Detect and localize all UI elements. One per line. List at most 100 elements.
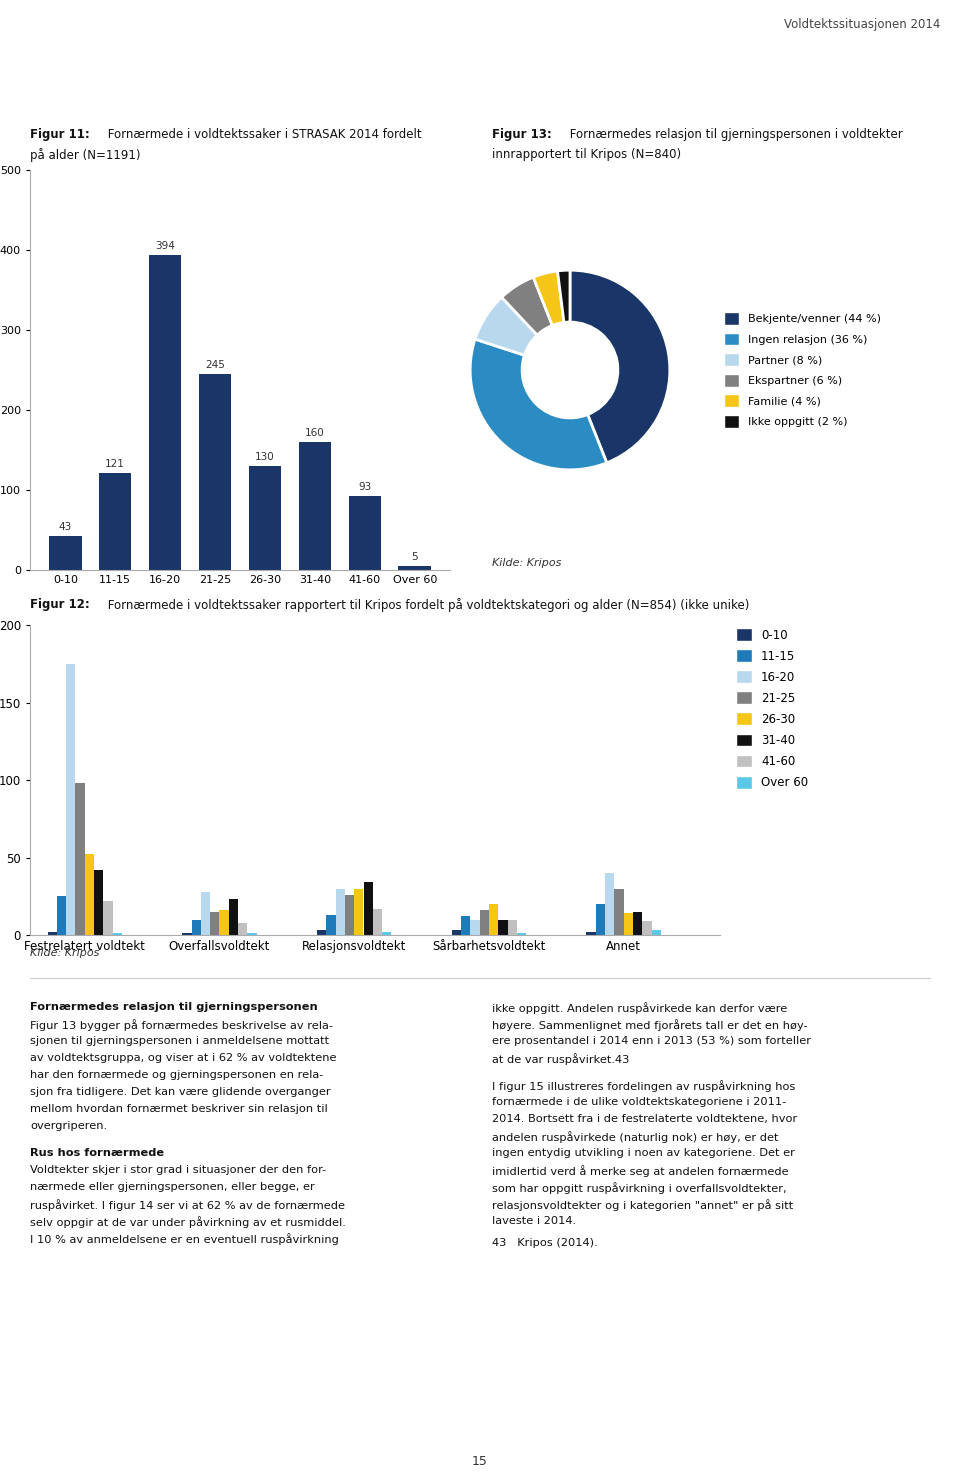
Wedge shape: [475, 298, 538, 355]
Bar: [398, 566, 431, 570]
Text: ikke oppgitt. Andelen ruspåvirkede kan derfor være: ikke oppgitt. Andelen ruspåvirkede kan d…: [492, 1002, 787, 1013]
Text: relasjonsvoldtekter og i kategorien "annet" er på sitt: relasjonsvoldtekter og i kategorien "ann…: [492, 1199, 793, 1211]
Bar: [66, 664, 76, 935]
Bar: [76, 784, 84, 935]
Text: I figur 15 illustreres fordelingen av ruspåvirkning hos: I figur 15 illustreres fordelingen av ru…: [492, 1080, 796, 1091]
Wedge shape: [470, 339, 607, 470]
Text: på alder (N=1191): på alder (N=1191): [30, 147, 140, 162]
Text: Kilde: Kripos: Kilde: Kripos: [30, 949, 100, 957]
Bar: [642, 921, 652, 935]
Text: Voldtekter skjer i stor grad i situasjoner der den for-: Voldtekter skjer i stor grad i situasjon…: [30, 1165, 326, 1175]
Bar: [354, 888, 364, 935]
Text: Figur 13:: Figur 13:: [492, 128, 552, 141]
Bar: [317, 931, 326, 935]
Bar: [652, 931, 660, 935]
Text: Fornærmedes relasjon til gjerningspersonen: Fornærmedes relasjon til gjerningsperson…: [30, 1002, 318, 1012]
Text: Fornærmedes relasjon til gjerningspersonen i voldtekter: Fornærmedes relasjon til gjerningsperson…: [565, 128, 902, 141]
Bar: [104, 901, 112, 935]
Legend: 0-10, 11-15, 16-20, 21-25, 26-30, 31-40, 41-60, Over 60: 0-10, 11-15, 16-20, 21-25, 26-30, 31-40,…: [732, 625, 812, 792]
Bar: [624, 913, 633, 935]
Bar: [364, 882, 372, 935]
Text: ingen entydig utvikling i noen av kategoriene. Det er: ingen entydig utvikling i noen av katego…: [492, 1147, 795, 1158]
Bar: [596, 904, 605, 935]
Bar: [451, 931, 461, 935]
Bar: [336, 888, 345, 935]
Text: overgriperen.: overgriperen.: [30, 1121, 108, 1131]
Bar: [348, 495, 381, 570]
Bar: [201, 891, 210, 935]
Text: fornærmede i de ulike voldtektskategoriene i 2011-: fornærmede i de ulike voldtektskategorie…: [492, 1097, 786, 1108]
Bar: [498, 919, 508, 935]
Bar: [605, 873, 614, 935]
Bar: [99, 473, 132, 570]
Text: laveste i 2014.: laveste i 2014.: [492, 1217, 576, 1226]
Text: 394: 394: [156, 240, 175, 250]
Bar: [299, 442, 331, 570]
Bar: [149, 255, 181, 570]
Bar: [48, 932, 57, 935]
Bar: [248, 934, 256, 935]
Bar: [372, 909, 382, 935]
Text: nærmede eller gjerningspersonen, eller begge, er: nærmede eller gjerningspersonen, eller b…: [30, 1181, 315, 1192]
Text: selv oppgir at de var under påvirkning av et rusmiddel.: selv oppgir at de var under påvirkning a…: [30, 1217, 346, 1228]
Text: høyere. Sammenlignet med fjorårets tall er det en høy-: høyere. Sammenlignet med fjorårets tall …: [492, 1019, 807, 1031]
Text: 121: 121: [106, 460, 125, 470]
Text: 43   Kripos (2014).: 43 Kripos (2014).: [492, 1237, 598, 1248]
Text: 245: 245: [205, 359, 225, 370]
Bar: [228, 900, 238, 935]
Text: 2014. Bortsett fra i de festrelaterte voldtektene, hvor: 2014. Bortsett fra i de festrelaterte vo…: [492, 1114, 797, 1124]
Text: 130: 130: [255, 452, 275, 463]
Text: av voldtektsgruppa, og viser at i 62 % av voldtektene: av voldtektsgruppa, og viser at i 62 % a…: [30, 1053, 337, 1064]
Bar: [345, 894, 354, 935]
Bar: [516, 934, 526, 935]
Text: sjonen til gjerningspersonen i anmeldelsene mottatt: sjonen til gjerningspersonen i anmeldels…: [30, 1036, 329, 1046]
Text: som har oppgitt ruspåvirkning i overfallsvoldtekter,: som har oppgitt ruspåvirkning i overfall…: [492, 1181, 786, 1195]
Text: I 10 % av anmeldelsene er en eventuell ruspåvirkning: I 10 % av anmeldelsene er en eventuell r…: [30, 1233, 339, 1245]
Bar: [84, 854, 94, 935]
Legend: Bekjente/venner (44 %), Ingen relasjon (36 %), Partner (8 %), Ekspartner (6 %), : Bekjente/venner (44 %), Ingen relasjon (…: [720, 309, 884, 432]
Bar: [238, 922, 248, 935]
Text: 93: 93: [358, 482, 372, 492]
Bar: [489, 904, 498, 935]
Text: Figur 11:: Figur 11:: [30, 128, 89, 141]
Text: Figur 13 bygger på fornærmedes beskrivelse av rela-: Figur 13 bygger på fornærmedes beskrivel…: [30, 1019, 333, 1031]
Bar: [614, 888, 624, 935]
Bar: [112, 934, 122, 935]
Text: andelen ruspåvirkede (naturlig nok) er høy, er det: andelen ruspåvirkede (naturlig nok) er h…: [492, 1131, 779, 1143]
Text: imidlertid verd å merke seg at andelen fornærmede: imidlertid verd å merke seg at andelen f…: [492, 1165, 788, 1177]
Text: Figur 12:: Figur 12:: [30, 598, 89, 611]
Bar: [508, 919, 516, 935]
Wedge shape: [570, 270, 670, 463]
Text: 15: 15: [472, 1455, 488, 1469]
Bar: [182, 934, 192, 935]
Bar: [49, 536, 82, 570]
Text: Fornærmede i voldtektssaker rapportert til Kripos fordelt på voldtektskategori o: Fornærmede i voldtektssaker rapportert t…: [104, 598, 750, 611]
Bar: [192, 919, 201, 935]
Wedge shape: [502, 277, 552, 334]
Text: 5: 5: [412, 552, 418, 563]
Bar: [470, 919, 480, 935]
Text: 160: 160: [305, 429, 324, 437]
Text: innrapportert til Kripos (N=840): innrapportert til Kripos (N=840): [492, 147, 682, 161]
Bar: [199, 374, 231, 570]
Bar: [480, 910, 489, 935]
Bar: [57, 896, 66, 935]
Bar: [94, 871, 104, 935]
Bar: [633, 912, 642, 935]
Text: har den fornærmede og gjerningspersonen en rela-: har den fornærmede og gjerningspersonen …: [30, 1069, 324, 1080]
Text: 43: 43: [59, 521, 72, 532]
Bar: [461, 916, 470, 935]
Text: at de var ruspåvirket.43: at de var ruspåvirket.43: [492, 1053, 630, 1065]
Text: Voldtektssituasjonen 2014: Voldtektssituasjonen 2014: [783, 18, 940, 31]
Text: mellom hvordan fornærmet beskriver sin relasjon til: mellom hvordan fornærmet beskriver sin r…: [30, 1103, 327, 1114]
Text: sjon fra tidligere. Det kan være glidende overganger: sjon fra tidligere. Det kan være glidend…: [30, 1087, 330, 1097]
Text: Fornærmede i voldtektssaker i STRASAK 2014 fordelt: Fornærmede i voldtektssaker i STRASAK 20…: [104, 128, 421, 141]
Bar: [326, 915, 336, 935]
Wedge shape: [533, 271, 564, 326]
Wedge shape: [558, 270, 570, 323]
Text: Kilde: Kripos: Kilde: Kripos: [492, 558, 562, 569]
Text: Rus hos fornærmede: Rus hos fornærmede: [30, 1147, 164, 1158]
Text: ruspåvirket. I figur 14 ser vi at 62 % av de fornærmede: ruspåvirket. I figur 14 ser vi at 62 % a…: [30, 1199, 345, 1211]
Bar: [210, 912, 220, 935]
Bar: [220, 910, 228, 935]
